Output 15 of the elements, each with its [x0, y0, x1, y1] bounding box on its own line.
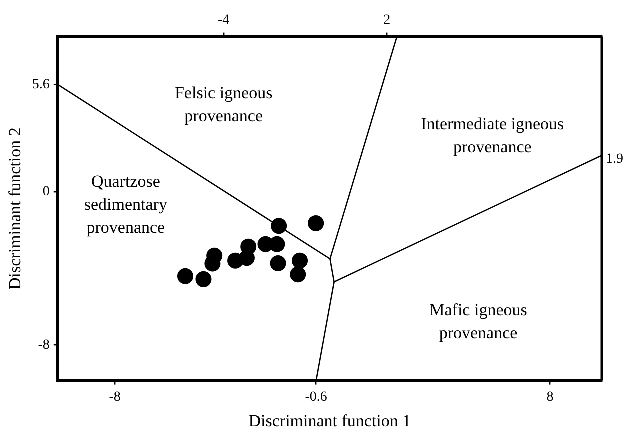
x2-tick-label: -4	[218, 13, 230, 28]
x-tick-label: -0.6	[305, 390, 328, 405]
y-tick-label: 0	[42, 184, 50, 200]
annotation: Felsic igneous provenance	[174, 84, 273, 126]
annotation: Quartzose sedimentary provenance	[84, 172, 168, 237]
annotation: Mafic igneous provenance	[430, 300, 528, 342]
x2-tick-label: 2	[384, 13, 391, 28]
y-tick-label: 5.6	[32, 77, 50, 92]
x-tick-label: 8	[546, 390, 554, 405]
y-tick-label: -8	[38, 338, 50, 354]
x-axis-title: Discriminant function 1	[248, 411, 412, 430]
y-axis-title: Discriminant function 2	[6, 128, 25, 290]
text: 1.9	[606, 152, 624, 167]
annotation: Intermediate igneous provenance	[421, 114, 564, 157]
x-tick-label: -8	[109, 390, 121, 405]
